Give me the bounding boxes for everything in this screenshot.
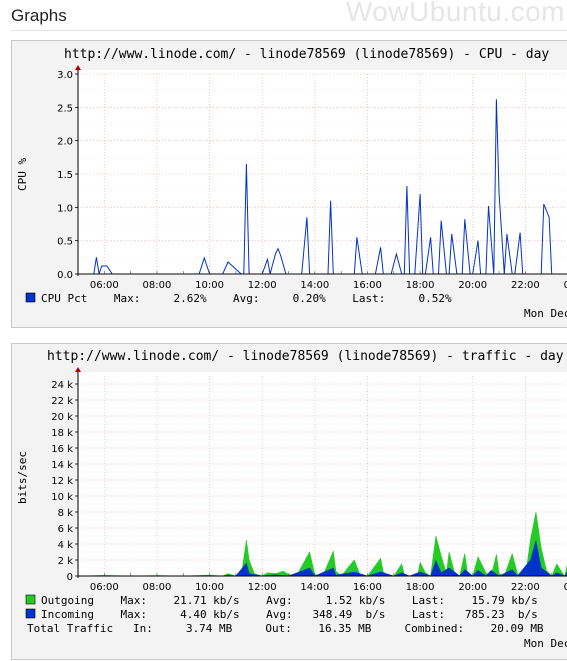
page-header: Graphs WowUbuntu.com <box>0 0 567 31</box>
x-tick-label: 20:00 <box>458 280 487 291</box>
y-tick-label: 2.5 <box>57 103 73 114</box>
graph-footer: Mon Dec <box>524 637 567 650</box>
header-divider <box>11 30 567 31</box>
x-tick-label: 18:00 <box>406 582 435 593</box>
y-tick-label: 3.0 <box>57 70 73 81</box>
y-tick-label: 14 k <box>51 460 73 471</box>
x-tick-label: 14:00 <box>300 582 329 593</box>
y-tick-label: 0.0 <box>57 270 73 281</box>
y-tick-label: 22 k <box>51 396 73 407</box>
legend-swatch-outgoing <box>25 594 36 605</box>
y-tick-label: 8 k <box>58 508 74 519</box>
x-tick-label: 16:00 <box>353 280 382 291</box>
y-tick-label: 20 k <box>51 412 73 423</box>
y-tick-label: 2.0 <box>57 137 73 148</box>
legend-swatch-cpu-pct <box>25 292 36 303</box>
x-tick-label: 14:00 <box>300 280 329 291</box>
traffic-graph: http://www.linode.com/ - linode78569 (li… <box>16 349 567 650</box>
traffic-graph-panel: http://www.linode.com/ - linode78569 (li… <box>11 343 567 660</box>
graph-title: http://www.linode.com/ - linode78569 (li… <box>64 47 549 62</box>
cpu-graph-panel: http://www.linode.com/ - linode78569 (li… <box>11 40 567 328</box>
y-tick-label: 1.0 <box>57 203 73 214</box>
legend-cpu-pct: CPU Pct Max: 2.62% Avg: 0.20% Last: 0.52… <box>41 292 452 305</box>
y-tick-label: 4 k <box>58 540 74 551</box>
x-tick-label: 08:00 <box>143 582 172 593</box>
legend-outgoing: Outgoing Max: 21.71 kb/s Avg: 1.52 kb/s … <box>41 594 538 607</box>
page-title: Graphs <box>11 6 67 25</box>
x-tick-label: 10:00 <box>195 582 224 593</box>
x-tick-label: 22:00 <box>511 280 540 291</box>
total-traffic: Total Traffic In: 3.74 MB Out: 16.35 MB … <box>27 622 544 635</box>
x-tick-label: 22:00 <box>511 582 540 593</box>
y-tick-label: 2 k <box>58 556 74 567</box>
legend-swatch-incoming <box>25 608 36 619</box>
y-axis-arrow <box>75 367 81 372</box>
x-tick-label: 08:00 <box>143 280 172 291</box>
x-tick-label: 12:00 <box>248 582 277 593</box>
graph-title: http://www.linode.com/ - linode78569 (li… <box>47 349 564 364</box>
y-tick-label: 18 k <box>51 428 73 439</box>
y-tick-label: 1.5 <box>57 170 73 181</box>
x-tick-label: 16:00 <box>353 582 382 593</box>
graph-footer: Mon Dec <box>524 307 567 320</box>
x-tick-label: 06:00 <box>90 582 119 593</box>
watermark: WowUbuntu.com <box>345 0 565 27</box>
y-tick-label: 24 k <box>51 380 73 391</box>
y-axis-label: bits/sec <box>16 451 29 504</box>
x-tick-label: 18:00 <box>406 280 435 291</box>
y-tick-label: 0 <box>67 572 73 583</box>
x-tick-label: 00:00 <box>564 582 567 593</box>
x-tick-label: 20:00 <box>458 582 487 593</box>
y-tick-label: 6 k <box>58 524 74 535</box>
cpu-graph: http://www.linode.com/ - linode78569 (li… <box>16 47 567 320</box>
y-tick-label: 16 k <box>51 444 73 455</box>
y-tick-label: 10 k <box>51 492 73 503</box>
y-tick-label: 0.5 <box>57 237 73 248</box>
y-axis-arrow <box>75 65 81 70</box>
x-tick-label: 06:00 <box>90 280 119 291</box>
x-tick-label: 10:00 <box>195 280 224 291</box>
y-tick-label: 12 k <box>51 476 73 487</box>
y-axis-label: CPU % <box>16 158 29 191</box>
legend-incoming: Incoming Max: 4.40 kb/s Avg: 348.49 b/s … <box>41 608 538 621</box>
x-tick-label: 00:00 <box>564 280 567 291</box>
x-tick-label: 12:00 <box>248 280 277 291</box>
